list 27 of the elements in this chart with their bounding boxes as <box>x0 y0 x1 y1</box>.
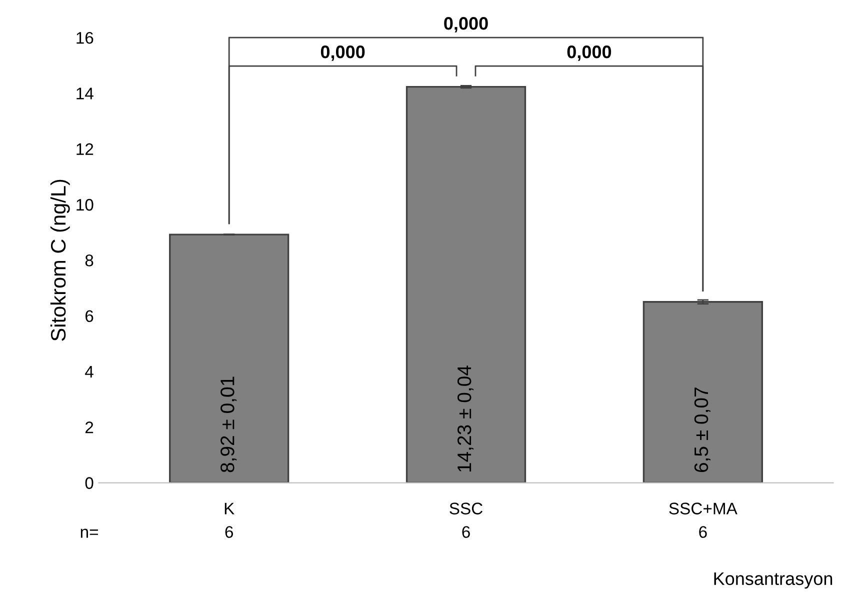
y-tick-label: 4 <box>85 366 94 378</box>
text: n= <box>80 528 98 538</box>
bar <box>169 234 290 483</box>
annotation: 0,000 <box>320 46 365 61</box>
text: 6 <box>699 526 707 538</box>
data-label: 14,23 ± 0,04 <box>457 366 474 472</box>
text: 6 <box>462 526 470 538</box>
data-label: 8,92 ± 0,01 <box>220 376 237 472</box>
text: 0,000 <box>444 17 488 32</box>
y-tick-label: 16 <box>76 32 94 44</box>
y-tick-label: 6 <box>86 310 94 322</box>
x-tick-label: SSC+MA <box>669 502 738 514</box>
bar <box>642 301 763 483</box>
y-tick-label: 12 <box>76 143 94 155</box>
data-label: 6,5 ± 0,07 <box>694 388 710 472</box>
x-tick-label: K <box>224 502 234 514</box>
y-tick-label: 2 <box>85 422 94 434</box>
x-tick-label: SSC <box>450 502 483 514</box>
bar <box>406 86 526 483</box>
x-axis-title: Konsantrasyon <box>714 572 832 589</box>
y-tick-label: 0 <box>85 477 94 489</box>
y-tick-label: 10 <box>76 198 94 211</box>
annotation: 0,000 <box>567 46 612 61</box>
text: 6 <box>225 526 233 538</box>
y-axis-title: Sitokrom C (ng/L) <box>50 180 70 341</box>
y-tick-label: 8 <box>85 254 94 266</box>
y-tick-label: 14 <box>76 88 94 100</box>
